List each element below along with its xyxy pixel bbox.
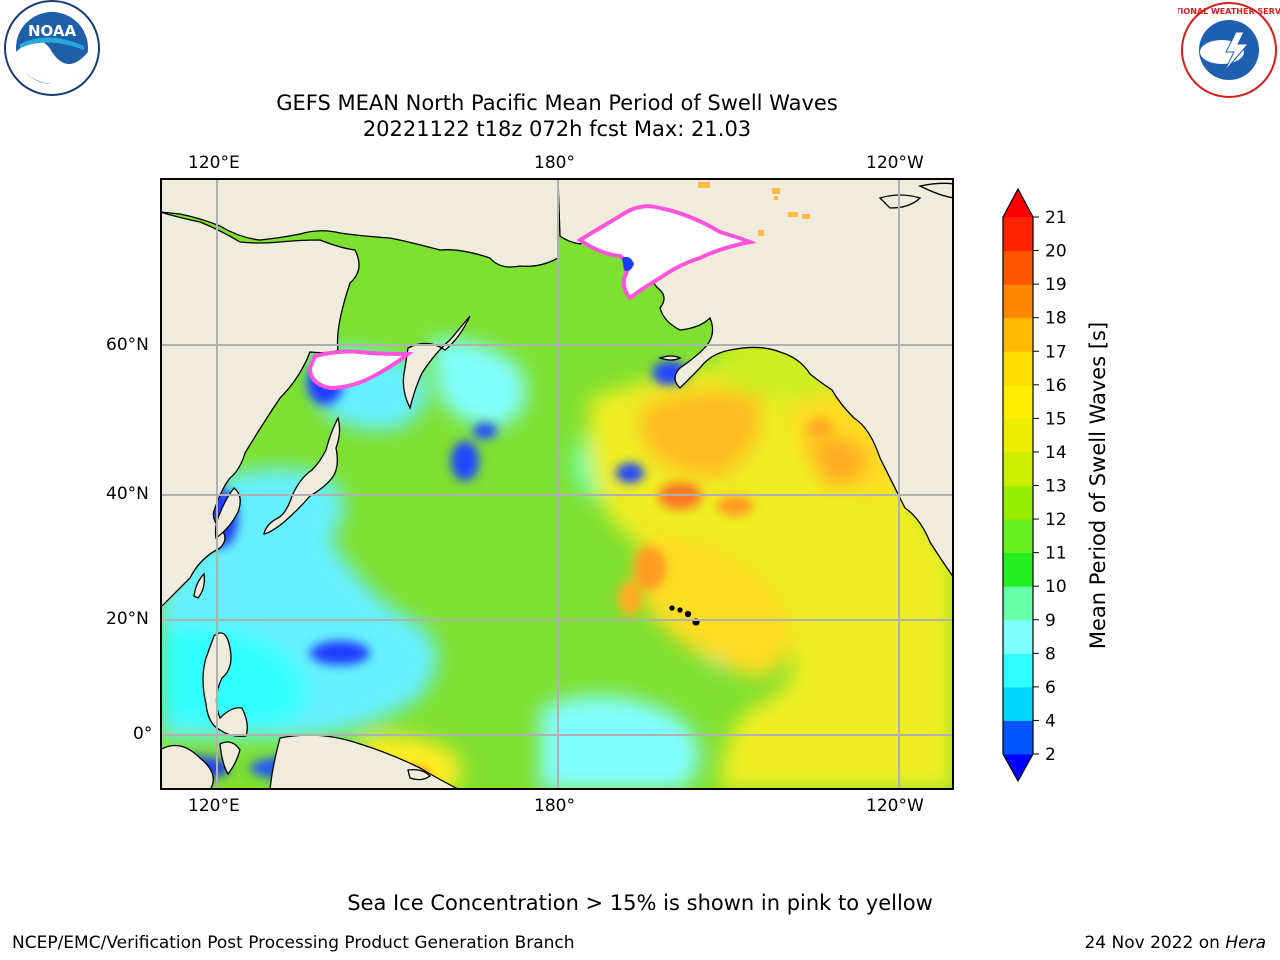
lat-label-0: 0°	[133, 724, 153, 744]
chart-title: GEFS MEAN North Pacific Mean Period of S…	[276, 91, 838, 115]
lat-label-20n: 20°N	[106, 609, 149, 629]
sea-ice-edge	[698, 182, 810, 236]
colorbar-tick-label: 10	[1045, 577, 1067, 597]
asia-land	[160, 178, 559, 609]
svg-text:NOAA: NOAA	[28, 22, 77, 40]
colorbar-band	[1003, 351, 1033, 386]
colorbar: 2 4 6 8 9 10 11 12 13 14 15 16 17 18 19 20 21 Mean Period…	[995, 185, 1125, 785]
colorbar-tick-label: 4	[1045, 711, 1056, 731]
colorbar-over-arrow	[1003, 189, 1033, 217]
colorbar-band	[1003, 217, 1033, 252]
colorbar-band	[1003, 653, 1033, 688]
swell-period-field	[160, 334, 954, 790]
lon-label-bottom-120e: 120°E	[188, 796, 240, 816]
low-period-pocket	[310, 641, 370, 665]
colorbar-tick-label: 16	[1045, 376, 1067, 396]
swell-period-map	[160, 178, 954, 790]
colorbar-band	[1003, 686, 1033, 721]
graticule	[160, 178, 954, 790]
colorbar-tick-label: 8	[1045, 644, 1056, 664]
colorbar-tick-label: 11	[1045, 544, 1067, 564]
lat-label-60n: 60°N	[106, 335, 149, 355]
colorbar-label: Mean Period of Swell Waves [s]	[1086, 322, 1110, 649]
colorbar-band	[1003, 317, 1033, 352]
colorbar-tick-label: 20	[1045, 242, 1067, 262]
colorbar-band	[1003, 418, 1033, 453]
colorbar-tick-label: 19	[1045, 275, 1067, 295]
nws-logo: NATIONAL WEATHER SERVICE	[1163, 0, 1280, 100]
footer-date-text: 24 Nov 2022 on	[1084, 933, 1226, 953]
lon-label-top-120w: 120°W	[866, 153, 924, 173]
lat-label-40n: 40°N	[106, 484, 149, 504]
colorbar-tick-label: 6	[1045, 678, 1056, 698]
colorbar-band	[1003, 720, 1033, 755]
colorbar-band	[1003, 384, 1033, 419]
colorbar-tick-label: 12	[1045, 510, 1067, 530]
lon-label-bottom-180: 180°	[534, 796, 575, 816]
lon-label-bottom-120w: 120°W	[866, 796, 924, 816]
colorbar-band	[1003, 519, 1033, 554]
colorbar-band	[1003, 284, 1033, 319]
colorbar-tick-label: 18	[1045, 309, 1067, 329]
colorbar-tick-label: 15	[1045, 409, 1067, 429]
sea-ice-note: Sea Ice Concentration > 15% is shown in …	[347, 891, 933, 915]
svg-text:NATIONAL WEATHER SERVICE: NATIONAL WEATHER SERVICE	[1178, 7, 1280, 16]
footer-credit: NCEP/EMC/Verification Post Processing Pr…	[12, 933, 575, 953]
colorbar-tick-label: 9	[1045, 611, 1056, 631]
chart-subtitle: 20221122 t18z 072h fcst Max: 21.03	[362, 117, 752, 141]
colorbar-band	[1003, 586, 1033, 621]
colorbar-band	[1003, 451, 1033, 486]
colorbar-band	[1003, 619, 1033, 654]
colorbar-tick-label: 14	[1045, 443, 1067, 463]
kamchatka	[402, 315, 471, 410]
colorbar-band	[1003, 485, 1033, 520]
noaa-logo: NOAA	[0, 0, 104, 100]
colorbar-under-arrow	[1003, 754, 1033, 781]
colorbar-tick-label: 2	[1045, 745, 1056, 765]
colorbar-tick-label: 13	[1045, 477, 1067, 497]
lon-label-top-180: 180°	[534, 153, 575, 173]
footer-host: Hera	[1225, 933, 1266, 953]
colorbar-band	[1003, 250, 1033, 285]
colorbar-tick-label: 21	[1045, 208, 1067, 228]
colorbar-band	[1003, 552, 1033, 587]
philippines	[202, 632, 248, 738]
colorbar-tick-label: 17	[1045, 342, 1067, 362]
footer-date: 24 Nov 2022 on Hera	[1084, 933, 1266, 953]
lon-label-top-120e: 120°E	[188, 153, 240, 173]
